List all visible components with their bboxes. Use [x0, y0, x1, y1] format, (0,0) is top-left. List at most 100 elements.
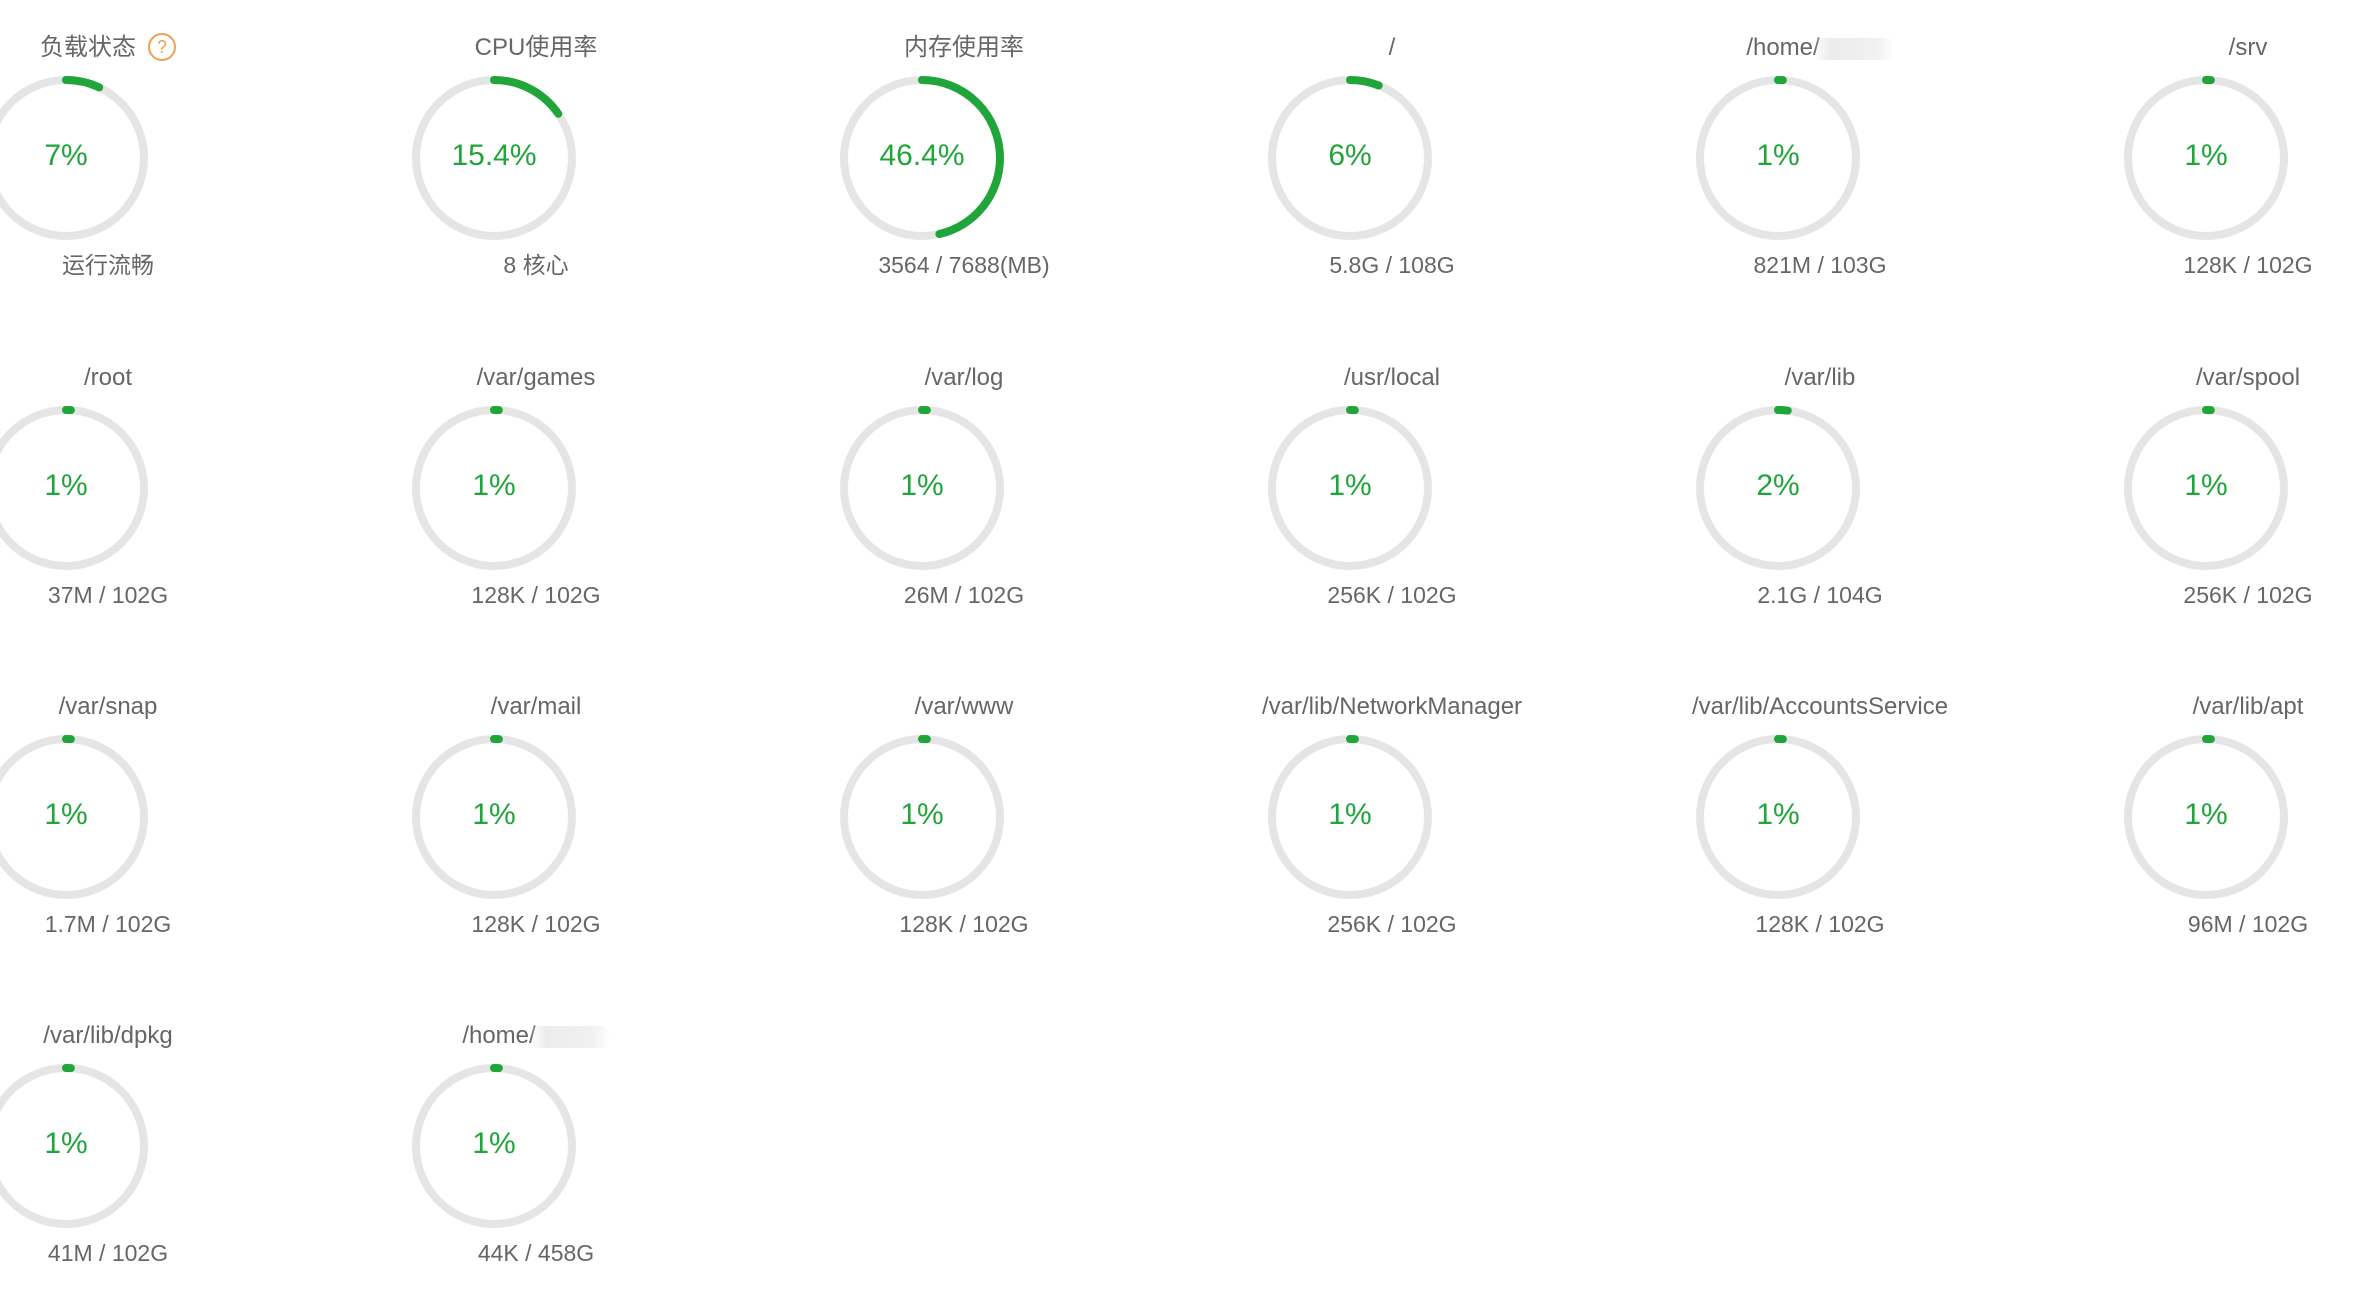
- gauge-5[interactable]: /srv 1% 128K / 102G: [2124, 0, 2356, 300]
- gauge-arc: [412, 76, 576, 240]
- gauge-subtext: 128K / 102G: [471, 911, 601, 937]
- gauge-subtext: 128K / 102G: [1755, 911, 1885, 937]
- gauge-subtext: 44K / 458G: [477, 1240, 595, 1266]
- gauge-title: 内存使用率: [814, 32, 1114, 64]
- gauge-15[interactable]: /var/lib/NetworkManager 1% 256K / 102G: [1262, 659, 1586, 959]
- gauge-title-text: /: [1388, 34, 1396, 61]
- gauge-18[interactable]: /var/lib/dpkg 1% 41M / 102G: [0, 988, 302, 1288]
- gauge-ring: [2124, 406, 2288, 570]
- gauge-ring: [840, 76, 1004, 240]
- gauge-ring: [2124, 76, 2288, 240]
- gauge-6[interactable]: /root 1% 37M / 102G: [0, 330, 302, 630]
- gauge-12[interactable]: /var/snap 1% 1.7M / 102G: [0, 659, 302, 959]
- gauge-title: /var/lib/dpkg: [0, 1020, 258, 1052]
- gauge-title: 负载状态?: [0, 32, 258, 64]
- gauge-title: /var/lib/AccountsService: [1670, 691, 1970, 723]
- gauge-arc: [1268, 406, 1432, 570]
- gauge-11[interactable]: /var/spool 1% 256K / 102G: [2124, 330, 2356, 630]
- gauge-ring: [412, 1064, 576, 1228]
- gauge-ring: [1268, 406, 1432, 570]
- gauge-title: /var/www: [814, 691, 1114, 723]
- gauge-percent: 1%: [1756, 798, 1800, 831]
- gauge-title-text: /usr/local: [1343, 364, 1441, 391]
- gauge-subtext: 5.8G / 108G: [1329, 252, 1455, 278]
- gauge-arc: [412, 735, 576, 899]
- gauge-ring: [1696, 76, 1860, 240]
- gauge-2[interactable]: 内存使用率 46.4% 3564 / 7688(MB): [840, 0, 1158, 300]
- gauge-percent: 1%: [1756, 139, 1800, 172]
- gauge-subtext: 256K / 102G: [1327, 582, 1457, 608]
- gauge-subtext: 37M / 102G: [47, 582, 169, 608]
- gauge-ring: [1696, 735, 1860, 899]
- gauge-subtext: 41M / 102G: [47, 1240, 169, 1266]
- gauge-subtext: 运行流畅: [62, 252, 154, 278]
- gauge-19[interactable]: /home/1% 44K / 458G: [412, 988, 730, 1288]
- gauge-title: /var/lib: [1670, 362, 1970, 394]
- gauge-ring: [0, 735, 148, 899]
- gauge-8[interactable]: /var/log 1% 26M / 102G: [840, 330, 1158, 630]
- gauge-percent: 1%: [472, 798, 516, 831]
- gauge-subtext: 96M / 102G: [2187, 911, 2309, 937]
- gauge-title: /var/spool: [2098, 362, 2356, 394]
- gauge-arc: [840, 76, 1004, 240]
- gauge-4[interactable]: /home/1% 821M / 103G: [1696, 0, 2014, 300]
- gauge-title-text: /var/lib/dpkg: [43, 1022, 173, 1049]
- gauge-subtext: 128K / 102G: [2183, 252, 2313, 278]
- gauge-13[interactable]: /var/mail 1% 128K / 102G: [412, 659, 730, 959]
- gauge-1[interactable]: CPU使用率 15.4% 8 核心: [412, 0, 730, 300]
- gauge-title-text: /srv: [2228, 34, 2268, 61]
- gauge-arc: [0, 76, 148, 240]
- gauge-arc: [1696, 76, 1860, 240]
- gauge-17[interactable]: /var/lib/apt 1% 96M / 102G: [2124, 659, 2356, 959]
- gauge-percent: 1%: [1328, 798, 1372, 831]
- gauge-subtext: 256K / 102G: [1327, 911, 1457, 937]
- gauge-percent: 2%: [1756, 469, 1800, 502]
- gauge-title-text: /root: [83, 364, 133, 391]
- gauge-subtext: 1.7M / 102G: [44, 911, 172, 937]
- gauge-ring: [1696, 406, 1860, 570]
- gauge-title: /var/snap: [0, 691, 258, 723]
- gauge-arc: [840, 735, 1004, 899]
- gauge-percent: 1%: [2184, 798, 2228, 831]
- gauge-title-text: /var/lib/AccountsService: [1691, 693, 1949, 720]
- gauge-percent: 1%: [900, 798, 944, 831]
- gauge-percent: 6%: [1328, 139, 1372, 172]
- gauge-subtext: 8 核心: [503, 252, 569, 278]
- gauge-subtext: 128K / 102G: [471, 582, 601, 608]
- gauge-title-text: 负载状态: [40, 34, 136, 61]
- gauge-title: /usr/local: [1242, 362, 1542, 394]
- gauge-percent: 1%: [44, 1127, 88, 1160]
- gauge-9[interactable]: /usr/local 1% 256K / 102G: [1268, 330, 1586, 630]
- help-icon[interactable]: ?: [148, 32, 176, 61]
- gauge-arc: [0, 406, 148, 570]
- gauge-0[interactable]: 负载状态? 7% 运行流畅: [0, 0, 302, 300]
- gauge-title-text: /var/spool: [2195, 364, 2301, 391]
- gauge-title-text: 内存使用率: [904, 34, 1024, 61]
- gauge-arc: [0, 1064, 148, 1228]
- gauge-14[interactable]: /var/www 1% 128K / 102G: [840, 659, 1158, 959]
- gauge-arc: [840, 406, 1004, 570]
- gauge-subtext: 128K / 102G: [899, 911, 1029, 937]
- gauge-percent: 15.4%: [451, 139, 537, 172]
- gauge-ring: [0, 406, 148, 570]
- gauge-percent: 1%: [900, 469, 944, 502]
- gauge-title-text: /var/log: [924, 364, 1004, 391]
- redacted-text: [1813, 37, 1894, 60]
- gauge-arc: [2124, 76, 2288, 240]
- gauge-ring: [840, 406, 1004, 570]
- gauge-ring: [0, 76, 148, 240]
- gauge-title: /var/log: [814, 362, 1114, 394]
- gauge-subtext: 2.1G / 104G: [1757, 582, 1883, 608]
- gauge-10[interactable]: /var/lib 2% 2.1G / 104G: [1696, 330, 2014, 630]
- gauge-arc: [1268, 735, 1432, 899]
- gauge-16[interactable]: /var/lib/AccountsService 1% 128K / 102G: [1692, 659, 2014, 959]
- gauge-7[interactable]: /var/games 1% 128K / 102G: [412, 330, 730, 630]
- gauge-title: /var/lib/apt: [2098, 691, 2356, 723]
- gauge-title: /root: [0, 362, 258, 394]
- gauge-title: /home/: [1670, 32, 1970, 64]
- gauge-title-text: /var/lib/apt: [2192, 693, 2304, 720]
- gauge-3[interactable]: / 6% 5.8G / 108G: [1268, 0, 1586, 300]
- gauge-percent: 1%: [472, 1127, 516, 1160]
- gauge-percent: 1%: [44, 469, 88, 502]
